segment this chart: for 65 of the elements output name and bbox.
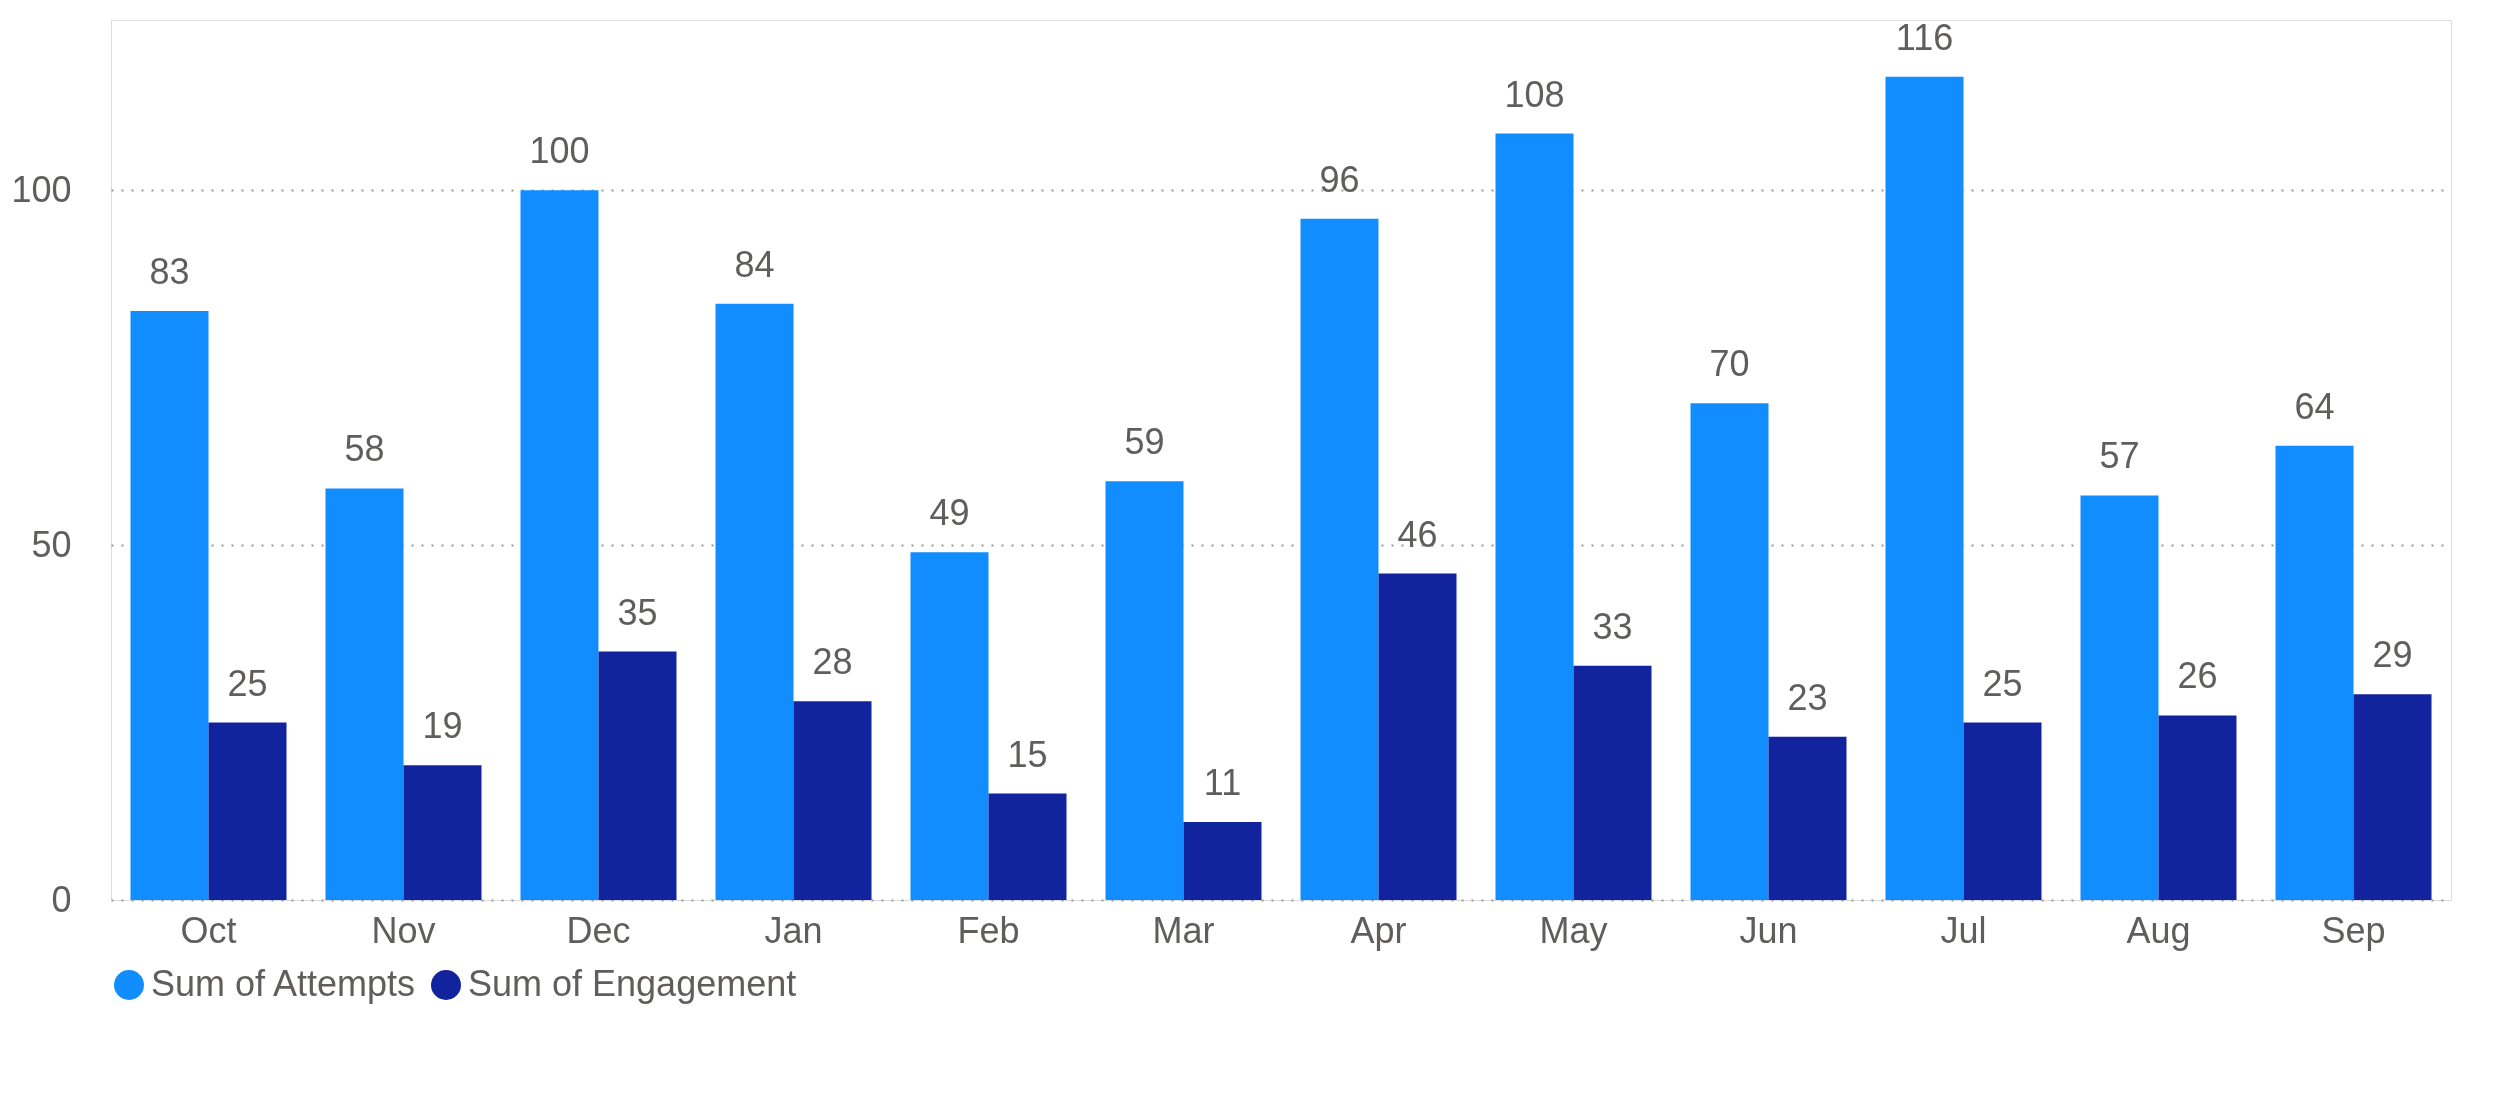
x-tick-label: Sep [2321, 909, 2386, 951]
data-label: 25 [1982, 662, 2023, 704]
data-label: 35 [617, 591, 658, 633]
bar [130, 310, 209, 900]
data-label: 83 [149, 250, 190, 292]
data-label: 11 [1203, 761, 1242, 803]
data-label: 70 [1709, 343, 1750, 385]
bar [1768, 736, 1847, 900]
bar [988, 793, 1067, 900]
bar [715, 303, 794, 900]
data-label: 33 [1592, 605, 1633, 647]
bar [1300, 218, 1379, 900]
data-label: 29 [2372, 634, 2413, 676]
data-label: 59 [1124, 421, 1165, 463]
bar [1378, 573, 1457, 900]
x-tick-label: Jul [1940, 909, 1987, 951]
data-label: 28 [812, 641, 853, 683]
x-tick-label: Mar [1152, 909, 1215, 951]
x-tick-label: Feb [957, 909, 1020, 951]
data-label: 58 [344, 428, 385, 470]
y-tick-label: 100 [11, 168, 72, 210]
y-tick-label: 0 [51, 878, 72, 920]
bar [793, 701, 872, 900]
bar [2353, 694, 2432, 900]
data-label: 26 [2177, 655, 2218, 697]
data-label: 57 [2099, 435, 2140, 477]
x-tick-label: May [1539, 909, 1608, 951]
bar [2080, 495, 2159, 900]
bar [1963, 722, 2042, 900]
data-label: 19 [422, 705, 463, 747]
bar [1573, 665, 1652, 900]
bar [2158, 715, 2237, 900]
data-label: 84 [734, 243, 775, 285]
bar [910, 552, 989, 900]
data-label: 23 [1787, 676, 1828, 718]
legend-label: Sum of Attempts [151, 963, 416, 1004]
data-label: 15 [1007, 733, 1048, 775]
data-label: 49 [929, 492, 970, 534]
x-tick-label: Jan [764, 909, 823, 951]
x-tick-label: Jun [1739, 909, 1798, 951]
x-tick-label: Oct [180, 909, 237, 951]
bar [1885, 76, 1964, 900]
data-label: 108 [1504, 73, 1565, 115]
bar [1495, 133, 1574, 900]
data-label: 25 [227, 662, 268, 704]
bar [1105, 481, 1184, 900]
data-label: 116 [1895, 16, 1954, 58]
bar [325, 488, 404, 900]
bar [403, 765, 482, 900]
x-tick-label: Nov [371, 909, 436, 951]
legend-label: Sum of Engagement [468, 963, 797, 1004]
bar [598, 651, 677, 900]
x-tick-label: Dec [566, 909, 631, 951]
bar [520, 190, 599, 900]
data-label: 96 [1319, 158, 1360, 200]
bar [2275, 445, 2354, 900]
x-tick-label: Aug [2126, 909, 2191, 951]
data-label: 100 [529, 130, 590, 172]
y-tick-label: 50 [31, 523, 72, 565]
x-tick-label: Apr [1350, 909, 1407, 951]
bar [1183, 821, 1262, 900]
bar [1690, 403, 1769, 900]
bar [208, 722, 287, 900]
data-label: 46 [1397, 513, 1438, 555]
data-label: 64 [2294, 385, 2335, 427]
